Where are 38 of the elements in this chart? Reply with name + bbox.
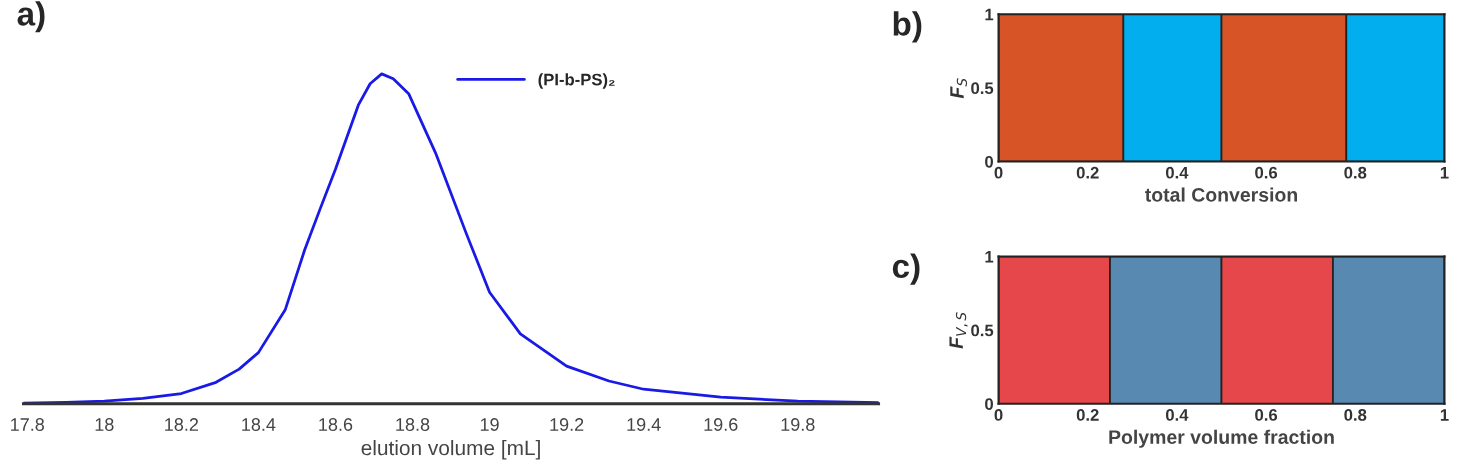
x-axis-title: total Conversion [1145,187,1298,202]
x-tick-label: 18.6 [319,418,353,431]
x-tick-label: 18 [95,418,114,431]
x-axis-title: elution volume [mL] [361,440,540,460]
x-tick-label: 0.4 [1165,166,1189,179]
x-tick-label: 0.8 [1344,166,1367,179]
x-tick-label: 18.2 [165,418,199,431]
y-tick-label: 0 [985,398,993,410]
y-tick-label: 0.5 [971,324,994,337]
legend-label: (PI-b-PS)₂ [538,73,615,89]
x-axis-title: Polymer volume fraction [1109,429,1334,448]
y-tick-label: 0 [985,155,993,168]
x-tick-label: 0.6 [1255,409,1278,421]
y-tick-label: 1 [985,251,994,263]
x-tick-label: 0.8 [1344,409,1367,421]
x-tick-label: 17.8 [11,418,45,431]
x-tick-label: 0.6 [1255,166,1278,179]
x-tick-label: 0.4 [1165,409,1189,421]
y-axis-title: F$_{S}$ [950,78,968,99]
x-tick-label: 1 [1440,166,1449,179]
chart-title: c) [892,253,920,285]
chart-title: b) [893,11,922,43]
x-tick-label: 0.2 [1076,409,1099,421]
y-tick-label: 0.5 [971,82,994,95]
x-tick-label: 19 [480,418,499,431]
x-tick-label: 19.4 [627,418,661,431]
x-tick-label: 18.4 [242,418,276,431]
x-tick-label: 0 [994,409,1003,421]
x-tick-label: 0.2 [1076,166,1099,179]
x-tick-label: 18.8 [396,418,430,431]
x-tick-label: 19.2 [550,418,584,431]
x-tick-label: 19.8 [781,418,815,431]
x-tick-label: 0 [994,166,1003,179]
x-tick-label: 19.6 [704,418,738,431]
chart-title: a) [17,1,45,33]
x-tick-label: 1 [1440,409,1449,421]
y-axis-title: F$_{V,S}$ [949,312,968,349]
y-tick-label: 1 [985,8,994,21]
